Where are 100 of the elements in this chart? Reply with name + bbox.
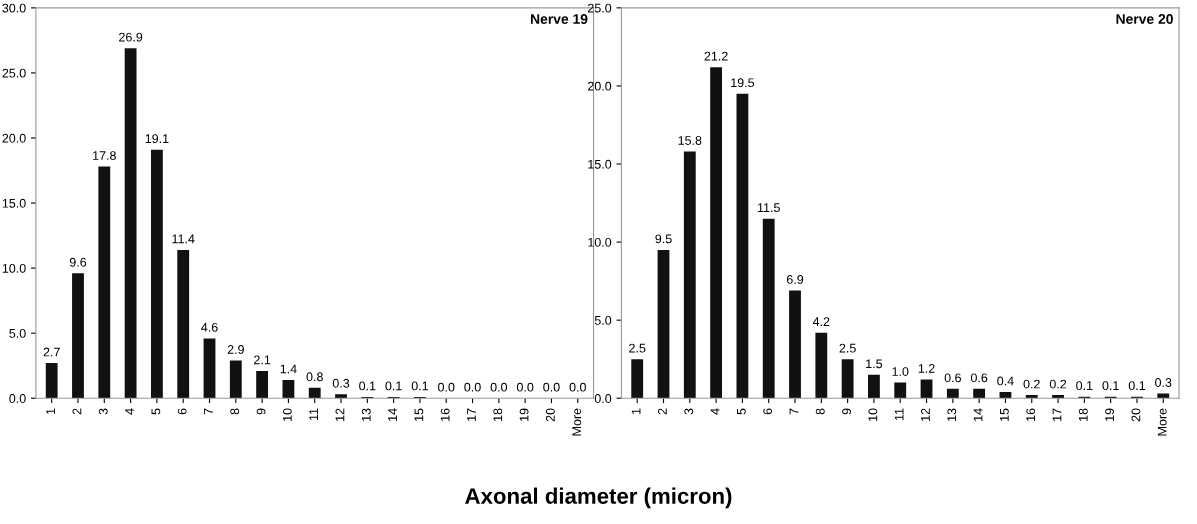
data-label: 0.2: [1023, 379, 1040, 389]
x-tick-label: 11: [309, 408, 318, 420]
data-label: 0.0: [543, 382, 560, 392]
x-tick-label: More: [572, 408, 582, 436]
x-tick-label: 9: [256, 408, 266, 415]
x-tick-label: 17: [467, 408, 476, 421]
data-label: 0.0: [569, 382, 586, 392]
data-label: 1.5: [866, 359, 883, 369]
data-label: 0.8: [306, 372, 323, 382]
y-tick-label: 0.0: [9, 394, 26, 403]
data-label: 0.1: [1102, 381, 1119, 391]
data-label: 21.2: [704, 51, 728, 61]
bar: [72, 273, 84, 399]
data-label: 0.1: [385, 381, 402, 391]
x-tick-label: 8: [230, 408, 240, 415]
x-tick-label: 4: [125, 408, 134, 415]
x-tick-label: 14: [973, 408, 983, 421]
data-label: 2.5: [629, 343, 646, 353]
bar: [736, 93, 749, 399]
y-tick-label: 5.0: [9, 328, 26, 338]
bar: [150, 149, 163, 399]
data-label: 4.6: [201, 322, 218, 332]
data-label: 6.9: [786, 275, 804, 284]
bar: [98, 166, 111, 399]
data-label: 15.8: [678, 136, 702, 145]
data-label: 0.1: [359, 381, 376, 391]
data-label: 1.4: [280, 364, 297, 374]
data-label: 0.4: [997, 376, 1014, 386]
x-tick-label: 15: [1000, 408, 1009, 421]
x-tick-label: 7: [204, 408, 213, 415]
x-tick-label: 20: [545, 408, 555, 422]
bar: [203, 338, 216, 399]
y-tick-label: 20.0: [2, 133, 26, 143]
data-label: 0.0: [464, 382, 481, 392]
x-tick-label: 7: [789, 408, 799, 415]
y-tick-label: 5.0: [594, 315, 612, 325]
x-tick-label: 8: [815, 408, 825, 415]
data-label: 1.2: [918, 364, 935, 373]
bar: [177, 249, 190, 399]
x-axis-title: Axonal diameter (micron): [465, 487, 732, 509]
data-label: 17.8: [93, 151, 116, 160]
data-label: 9.5: [655, 234, 672, 244]
x-tick-label: 16: [1026, 408, 1036, 421]
x-tick-label: More: [1157, 408, 1167, 436]
x-tick-label: 2: [658, 408, 667, 415]
x-tick-label: 10: [868, 408, 878, 421]
bar: [657, 249, 670, 399]
x-tick-label: 4: [710, 408, 720, 415]
bar: [1052, 395, 1064, 399]
bar: [335, 394, 347, 399]
bar: [683, 151, 696, 399]
y-tick-label: 10.0: [588, 237, 612, 247]
data-label: 0.3: [332, 378, 350, 388]
x-tick-label: 12: [921, 408, 930, 421]
x-tick-label: 2: [72, 408, 82, 415]
data-label: 19.5: [731, 78, 755, 88]
data-label: 2.5: [839, 343, 856, 353]
bar: [256, 370, 269, 399]
data-label: 11.4: [172, 234, 195, 244]
bar: [815, 332, 828, 399]
x-tick-label: 13: [947, 408, 957, 421]
x-tick-label: 15: [414, 408, 424, 421]
y-tick-label: 20.0: [588, 81, 612, 91]
x-tick-label: 13: [361, 408, 371, 421]
x-tick-label: 10: [282, 408, 292, 421]
x-tick-label: 9: [842, 408, 851, 415]
x-tick-label: 12: [335, 408, 345, 421]
y-tick-label: 25.0: [588, 3, 612, 13]
data-label: 1.0: [892, 367, 909, 376]
x-tick-label: 20: [1131, 408, 1141, 422]
bar: [894, 382, 907, 399]
data-label: 0.3: [1155, 378, 1172, 387]
x-tick-label: 3: [684, 408, 694, 415]
data-label: 0.2: [1049, 379, 1067, 389]
data-label: 0.1: [411, 381, 429, 391]
x-tick-label: 18: [493, 408, 503, 421]
y-tick-label: 15.0: [588, 159, 612, 169]
y-tick-label: 25.0: [2, 68, 26, 78]
x-tick-label: 6: [763, 408, 773, 415]
bar: [308, 387, 321, 399]
data-label: 2.1: [254, 355, 271, 365]
data-label: 9.6: [69, 257, 87, 267]
x-tick-label: 5: [151, 408, 161, 415]
data-label: 0.6: [970, 373, 988, 383]
bar: [841, 359, 854, 399]
x-tick-label: 17: [1052, 408, 1062, 421]
x-tick-label: 19: [519, 408, 529, 421]
data-label: 2.7: [43, 347, 60, 357]
bar: [45, 363, 58, 399]
bar: [282, 380, 295, 399]
data-label: 19.1: [145, 134, 169, 144]
bar: [710, 67, 723, 399]
data-label: 0.0: [490, 382, 508, 392]
data-label: 0.0: [438, 382, 455, 392]
bar: [762, 218, 775, 399]
y-tick-label: 10.0: [2, 263, 26, 273]
chart-title: Nerve 19: [530, 14, 588, 24]
bar: [229, 360, 242, 399]
bar: [868, 374, 880, 399]
x-tick-label: 11: [894, 408, 904, 420]
